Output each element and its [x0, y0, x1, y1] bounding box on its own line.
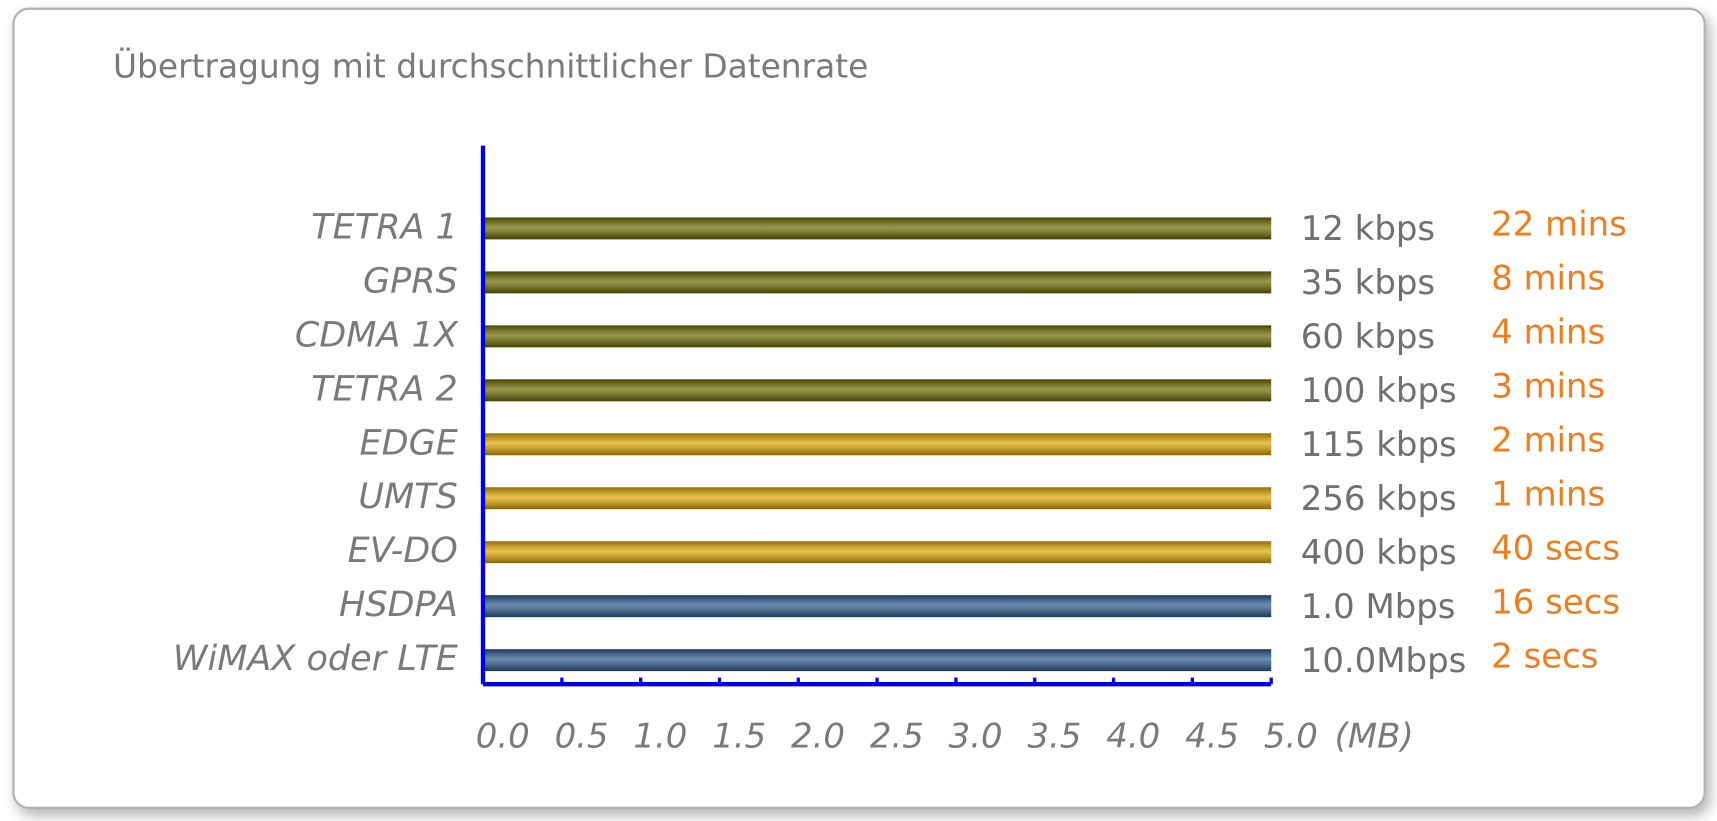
category-label: TETRA 1 [311, 206, 458, 247]
rate-label: 100 kbps [1301, 372, 1457, 411]
category-label: HSDPA [339, 584, 458, 625]
category-label: WiMAX oder LTE [173, 638, 459, 679]
category-label: EV-DO [348, 530, 458, 571]
rate-label: 400 kbps [1301, 534, 1457, 573]
x-tick-label: 5.0 [1264, 717, 1318, 756]
chart-title: Übertragung mit durchschnittlicher Daten… [113, 45, 868, 85]
category-label: EDGE [359, 422, 458, 463]
category-label: TETRA 2 [311, 368, 458, 409]
rate-label: 115 kbps [1301, 426, 1457, 465]
x-tick-label: 2.5 [870, 717, 924, 756]
category-label: GPRS [363, 260, 458, 301]
x-tick-label: 3.5 [1027, 717, 1081, 756]
bar-shine [483, 433, 1272, 456]
category-label: UMTS [358, 476, 457, 517]
bar-shine [483, 217, 1272, 240]
x-tick-label: 4.0 [1106, 717, 1160, 756]
category-label: CDMA 1X [295, 314, 459, 355]
bar-shine [483, 649, 1272, 672]
time-label: 2 mins [1491, 422, 1605, 461]
x-tick-label: 1.5 [712, 717, 766, 756]
x-tick-label: 0.5 [555, 717, 609, 756]
rate-label: 35 kbps [1301, 264, 1435, 303]
bar-shine [483, 271, 1272, 294]
x-tick-label: 1.0 [633, 717, 687, 756]
bar-shine [483, 379, 1272, 402]
time-label: 16 secs [1491, 583, 1620, 622]
x-axis-label: (MB) [1335, 717, 1414, 756]
bar-shine [483, 595, 1272, 618]
x-tick-label: 2.0 [791, 717, 845, 756]
bar-shine [483, 541, 1272, 564]
time-label: 4 mins [1491, 314, 1605, 353]
bar-shine [483, 487, 1272, 510]
time-label: 1 mins [1491, 476, 1605, 515]
time-label: 40 secs [1491, 530, 1620, 569]
panel [12, 7, 1706, 809]
rate-label: 256 kbps [1301, 480, 1457, 519]
x-tick-label: 0.0 [476, 717, 530, 756]
time-label: 22 mins [1491, 206, 1627, 245]
x-tick-label: 4.5 [1185, 717, 1239, 756]
time-label: 2 secs [1491, 637, 1598, 676]
x-tick-label: 3.0 [949, 717, 1003, 756]
bar-shine [483, 325, 1272, 348]
time-label: 8 mins [1491, 260, 1605, 299]
time-label: 3 mins [1491, 368, 1605, 407]
rate-label: 1.0 Mbps [1301, 588, 1456, 627]
rate-label: 60 kbps [1301, 318, 1435, 357]
rate-label: 10.0Mbps [1301, 642, 1467, 681]
rate-label: 12 kbps [1301, 210, 1435, 249]
